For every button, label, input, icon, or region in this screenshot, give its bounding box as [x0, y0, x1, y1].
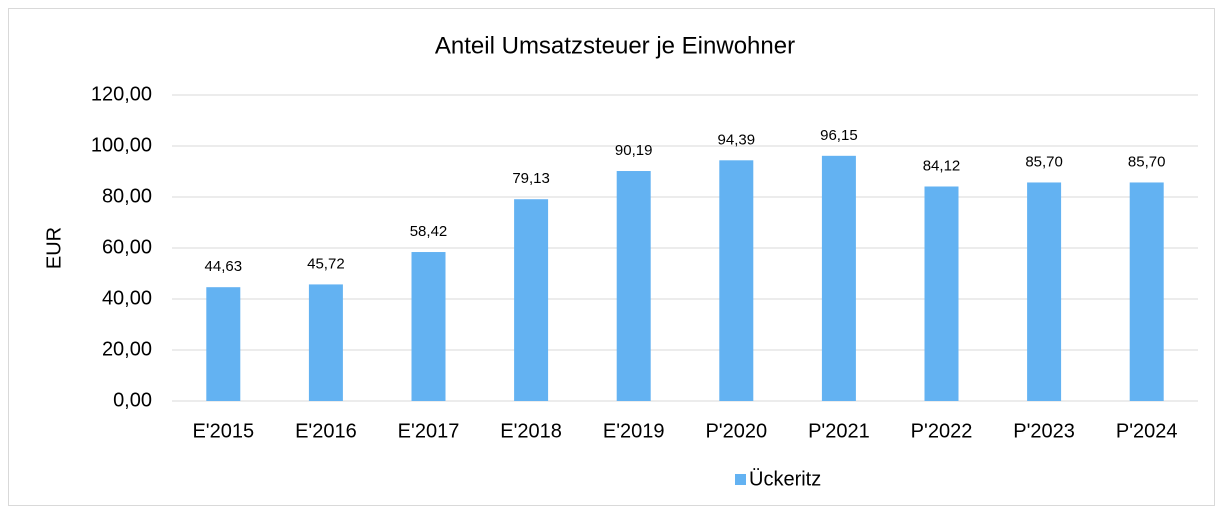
- x-tick-label: P'2020: [705, 420, 767, 442]
- x-tick-label: E'2019: [603, 420, 665, 442]
- value-label: 84,12: [923, 157, 961, 174]
- x-tick-label: P'2021: [808, 420, 870, 442]
- value-label: 58,42: [410, 223, 448, 240]
- chart-title: Anteil Umsatzsteuer je Einwohner: [435, 32, 795, 59]
- value-label: 79,13: [512, 170, 550, 187]
- value-label: 85,70: [1128, 153, 1166, 170]
- legend-label: Ückeritz: [749, 468, 821, 490]
- value-label: 44,63: [205, 258, 243, 275]
- bar: [719, 160, 754, 401]
- legend-swatch: [735, 474, 746, 485]
- x-tick-label: P'2022: [911, 420, 973, 442]
- y-tick-label: 120,00: [91, 83, 152, 105]
- bar: [206, 287, 241, 401]
- bar: [821, 155, 856, 401]
- bar: [924, 186, 959, 401]
- x-tick-label: E'2018: [500, 420, 562, 442]
- y-tick-label: 60,00: [102, 236, 152, 258]
- y-axis-label: EUR: [43, 227, 65, 269]
- bar: [308, 284, 343, 401]
- y-tick-label: 40,00: [102, 287, 152, 309]
- value-label: 94,39: [718, 131, 756, 148]
- bar: [411, 252, 446, 401]
- value-label: 96,15: [820, 127, 858, 144]
- bar: [1129, 182, 1164, 401]
- value-label: 45,72: [307, 255, 345, 272]
- x-tick-label: P'2023: [1013, 420, 1075, 442]
- y-tick-label: 0,00: [113, 389, 152, 411]
- x-tick-label: E'2015: [192, 420, 254, 442]
- bar: [616, 171, 651, 401]
- chart-border: [8, 8, 1215, 506]
- y-tick-label: 20,00: [102, 338, 152, 360]
- x-tick-label: E'2017: [398, 420, 460, 442]
- y-tick-label: 100,00: [91, 134, 152, 156]
- x-tick-label: P'2024: [1116, 420, 1178, 442]
- bar: [514, 199, 549, 401]
- x-tick-label: E'2016: [295, 420, 357, 442]
- value-label: 85,70: [1025, 153, 1063, 170]
- bar: [1027, 182, 1062, 401]
- value-label: 90,19: [615, 142, 653, 159]
- y-tick-label: 80,00: [102, 185, 152, 207]
